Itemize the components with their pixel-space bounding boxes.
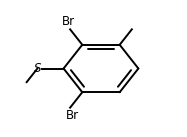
Text: Br: Br	[62, 15, 75, 28]
Text: S: S	[34, 62, 41, 75]
Text: Br: Br	[65, 109, 79, 122]
